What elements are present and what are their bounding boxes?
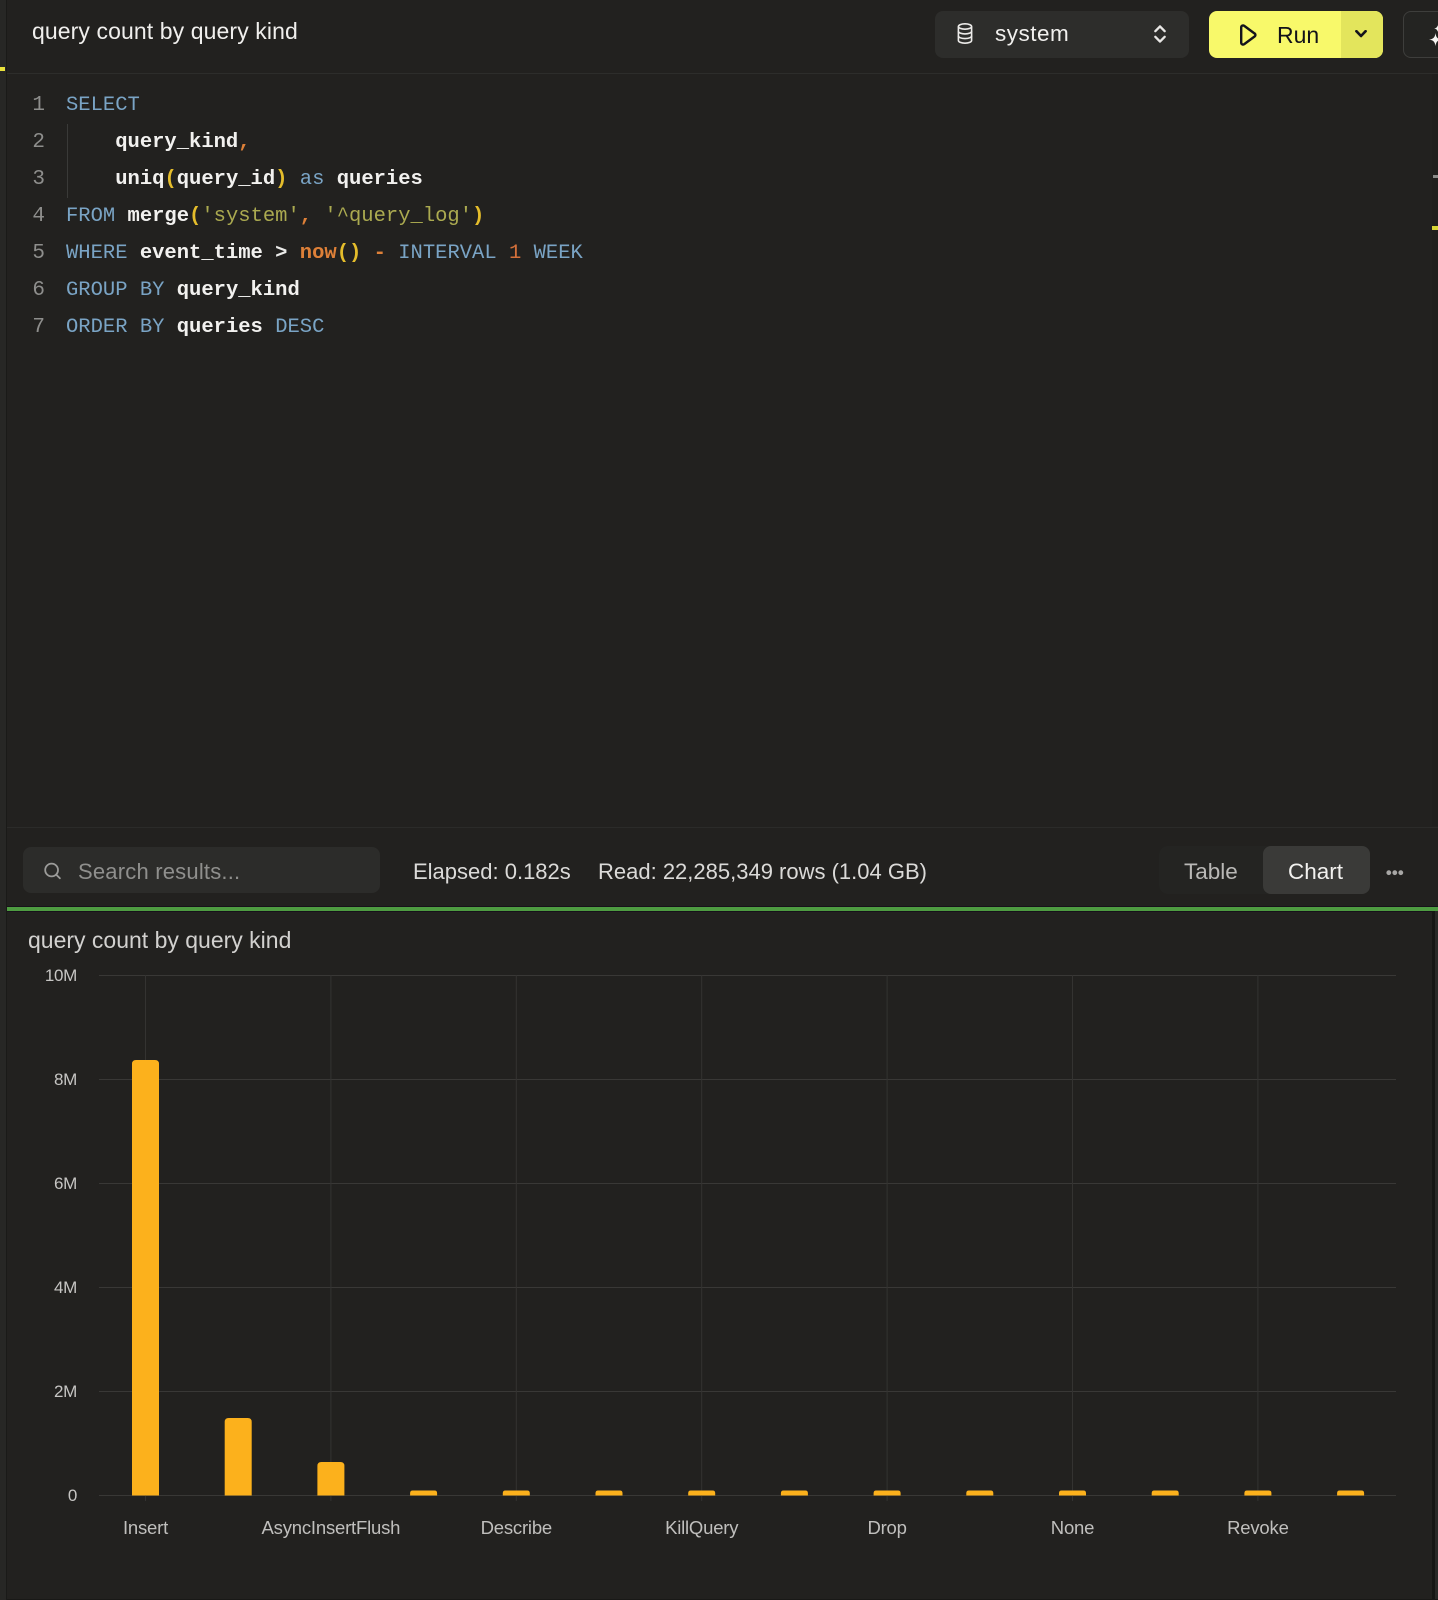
svg-text:8M: 8M [54, 1070, 77, 1089]
svg-text:Revoke: Revoke [1227, 1517, 1289, 1538]
svg-text:None: None [1051, 1517, 1094, 1538]
svg-text:10M: 10M [45, 966, 77, 985]
svg-text:AsyncInsertFlush: AsyncInsertFlush [262, 1517, 401, 1538]
svg-text:Drop: Drop [867, 1517, 906, 1538]
svg-text:4M: 4M [54, 1278, 77, 1297]
svg-text:Describe: Describe [481, 1517, 552, 1538]
svg-text:KillQuery: KillQuery [665, 1517, 739, 1538]
svg-text:2M: 2M [54, 1382, 77, 1401]
svg-text:Insert: Insert [123, 1517, 168, 1538]
svg-text:0: 0 [68, 1486, 77, 1505]
svg-text:6M: 6M [54, 1174, 77, 1193]
